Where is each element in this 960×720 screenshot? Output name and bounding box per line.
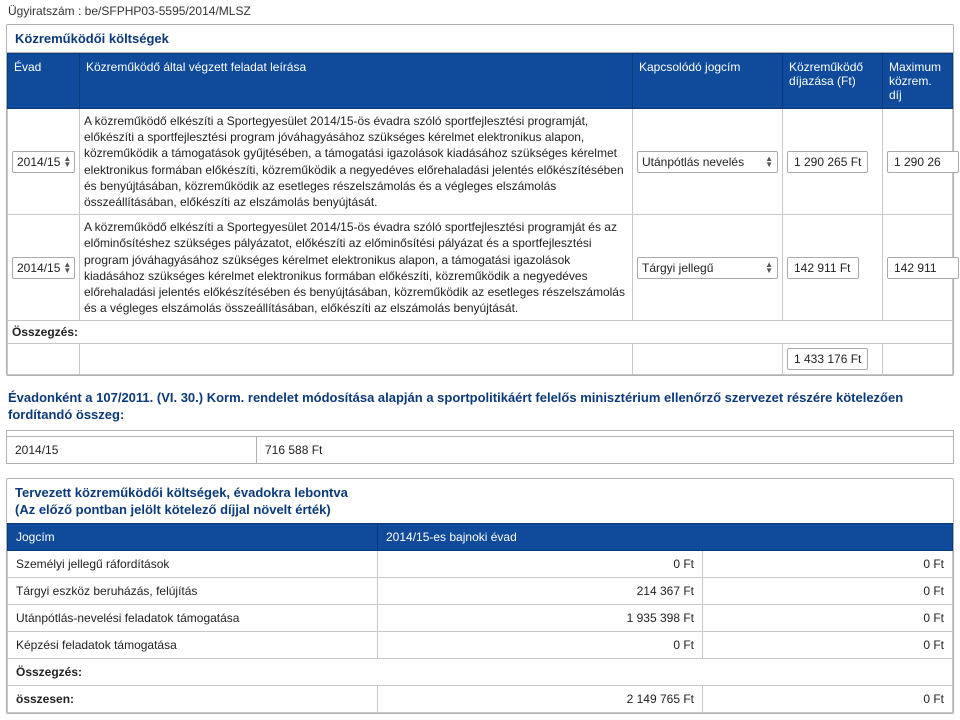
row-v2: 0 Ft [703, 578, 953, 605]
row-label: Személyi jellegű ráfordítások [8, 551, 378, 578]
col-max: Maximum közrem. díj [883, 54, 953, 109]
row-v2: 0 Ft [703, 551, 953, 578]
summary-total: 1 433 176 Ft [787, 348, 868, 370]
kozremukodoi-koltsegek-section: Közreműködői költségek Évad Közreműködő … [6, 24, 954, 376]
max-fee-input[interactable]: 142 911 [887, 257, 959, 279]
mandatory-year: 2014/15 [7, 437, 257, 464]
year-value: 2014/15 [17, 155, 60, 169]
row-v2: 0 Ft [703, 632, 953, 659]
stepper-icon: ▲▼ [765, 156, 773, 168]
fee-input[interactable]: 142 911 Ft [787, 257, 859, 279]
col-jogcim: Kapcsolódó jogcím [633, 54, 783, 109]
total-label: összesen: [8, 686, 378, 713]
table-row: 2014/15 ▲▼ A közreműködő elkészíti a Spo… [8, 215, 953, 321]
row-v2: 0 Ft [703, 605, 953, 632]
table-row: Képzési feladatok támogatása 0 Ft 0 Ft [8, 632, 953, 659]
mandatory-value: 716 588 Ft [257, 437, 954, 464]
year-stepper[interactable]: 2014/15 ▲▼ [12, 151, 75, 173]
total-v1: 2 149 765 Ft [378, 686, 703, 713]
fee-input[interactable]: 1 290 265 Ft [787, 151, 868, 173]
col-year: Évad [8, 54, 80, 109]
jogcim-value: Utánpótlás nevelés [642, 155, 744, 169]
mandatory-note: Évadonként a 107/2011. (VI. 30.) Korm. r… [8, 390, 952, 424]
kozremukodoi-table: Évad Közreműködő által végzett feladat l… [7, 53, 953, 375]
col-jogcim: Jogcím [8, 524, 378, 551]
total-v2: 0 Ft [703, 686, 953, 713]
row-v1: 0 Ft [378, 551, 703, 578]
table-row: 2014/15 716 588 Ft [7, 437, 954, 464]
summary-label: Összegzés: [8, 321, 953, 344]
stepper-icon: ▲▼ [63, 262, 71, 274]
section-title: Közreműködői költségek [7, 25, 953, 53]
jogcim-select[interactable]: Utánpótlás nevelés ▲▼ [637, 151, 778, 173]
row-label: Tárgyi eszköz beruházás, felújítás [8, 578, 378, 605]
table-row: Személyi jellegű ráfordítások 0 Ft 0 Ft [8, 551, 953, 578]
table-header-row: Évad Közreműködő által végzett feladat l… [8, 54, 953, 109]
max-fee-input[interactable]: 1 290 26 [887, 151, 959, 173]
jogcim-value: Tárgyi jellegű [642, 261, 713, 275]
breakdown-title: Tervezett közreműködői költségek, évadok… [7, 479, 953, 502]
summary-label: Összegzés: [8, 659, 953, 686]
description-cell: A közreműködő elkészíti a Sportegyesület… [80, 109, 633, 215]
col-fee: Közreműködő díjazása (Ft) [783, 54, 883, 109]
breakdown-section: Tervezett közreműködői költségek, évadok… [6, 478, 954, 714]
col-desc: Közreműködő által végzett feladat leírás… [80, 54, 633, 109]
mandatory-amount-table: 2014/15 716 588 Ft [6, 430, 954, 464]
summary-row: Összegzés: [8, 659, 953, 686]
document-id: Ügyiratszám : be/SFPHP03-5595/2014/MLSZ [0, 0, 960, 20]
col-season: 2014/15-es bajnoki évad [378, 524, 953, 551]
jogcim-select[interactable]: Tárgyi jellegű ▲▼ [637, 257, 778, 279]
row-label: Utánpótlás-nevelési feladatok támogatása [8, 605, 378, 632]
summary-value-row: 1 433 176 Ft [8, 344, 953, 375]
stepper-icon: ▲▼ [63, 156, 71, 168]
row-v1: 0 Ft [378, 632, 703, 659]
table-header-row: Jogcím 2014/15-es bajnoki évad [8, 524, 953, 551]
year-stepper[interactable]: 2014/15 ▲▼ [12, 257, 75, 279]
summary-row: Összegzés: [8, 321, 953, 344]
total-row: összesen: 2 149 765 Ft 0 Ft [8, 686, 953, 713]
table-row: Utánpótlás-nevelési feladatok támogatása… [8, 605, 953, 632]
row-v1: 214 367 Ft [378, 578, 703, 605]
table-row: Tárgyi eszköz beruházás, felújítás 214 3… [8, 578, 953, 605]
description-cell: A közreműködő elkészíti a Sportegyesület… [80, 215, 633, 321]
table-row: 2014/15 ▲▼ A közreműködő elkészíti a Spo… [8, 109, 953, 215]
row-label: Képzési feladatok támogatása [8, 632, 378, 659]
stepper-icon: ▲▼ [765, 262, 773, 274]
year-value: 2014/15 [17, 261, 60, 275]
breakdown-table: Jogcím 2014/15-es bajnoki évad Személyi … [7, 523, 953, 713]
row-v1: 1 935 398 Ft [378, 605, 703, 632]
breakdown-subtitle: (Az előző pontban jelölt kötelező díjjal… [7, 502, 953, 523]
